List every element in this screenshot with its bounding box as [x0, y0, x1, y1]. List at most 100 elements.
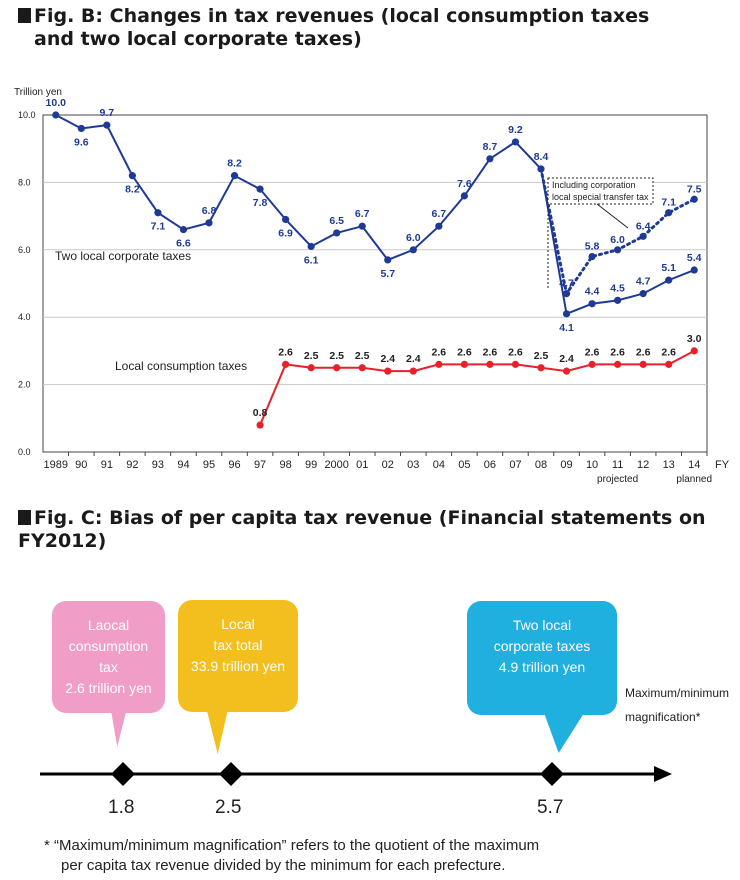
- x-note-label: planned: [676, 474, 712, 485]
- diamond-marker-icon: [111, 762, 135, 786]
- data-label: 2.5: [534, 350, 549, 362]
- data-point: [639, 232, 647, 240]
- bubble-text: Laocal: [87, 617, 130, 633]
- data-label: 0.8: [253, 407, 268, 419]
- x-tick-label: 05: [458, 459, 470, 471]
- x-tick-label: 93: [152, 459, 164, 471]
- consumption-tax-bubble: Laocal consumption tax 2.6 trillion yen: [52, 601, 165, 747]
- data-label: 5.7: [380, 268, 395, 280]
- bubble-text: Local: [221, 616, 255, 632]
- diamond-marker-icon: [540, 762, 564, 786]
- data-label: 2.6: [585, 346, 600, 358]
- figure-b-title-line2: and two local corporate taxes): [34, 28, 362, 50]
- title-square-icon: [18, 8, 31, 23]
- data-label: 2.6: [278, 346, 293, 358]
- data-label: 8.7: [483, 141, 498, 153]
- data-point: [511, 360, 520, 368]
- data-point: [460, 360, 468, 368]
- magnification-number-line: [40, 762, 672, 786]
- magnification-value: 5.7: [537, 797, 564, 818]
- x-note-label: projected: [597, 474, 638, 485]
- title-square-icon: [18, 510, 31, 525]
- y-tick-label: 4.0: [18, 312, 31, 322]
- data-label: 2.4: [406, 353, 421, 365]
- data-label: 2.6: [610, 346, 625, 358]
- x-tick-label: 94: [177, 459, 189, 471]
- y-tick-label: 0.0: [18, 447, 31, 457]
- series-line: [54, 114, 696, 316]
- data-point: [588, 360, 596, 368]
- data-label: 6.4: [636, 220, 651, 232]
- data-label: 7.1: [151, 221, 166, 233]
- data-point: [282, 215, 290, 224]
- data-label: 6.7: [432, 208, 447, 220]
- data-label: 2.6: [636, 346, 651, 358]
- x-tick-label: 01: [356, 459, 368, 471]
- data-point: [639, 290, 647, 298]
- data-label: 5.1: [661, 262, 676, 274]
- data-label: 2.6: [508, 346, 523, 358]
- data-point: [230, 172, 239, 180]
- y-axis-label: Trillion yen: [14, 87, 62, 98]
- data-point: [435, 360, 443, 368]
- data-label: 7.5: [687, 183, 702, 195]
- y-tick-label: 6.0: [18, 245, 31, 255]
- data-point: [154, 209, 162, 217]
- x-tick-label: 97: [254, 459, 266, 471]
- data-label: 5.4: [687, 252, 702, 264]
- transfer-tax-label: Including corporation: [552, 180, 636, 190]
- x-tick-label: 91: [101, 459, 113, 471]
- data-label: 7.8: [253, 197, 268, 209]
- data-point: [409, 246, 417, 254]
- diamond-marker-icon: [219, 762, 243, 786]
- data-point: [639, 360, 647, 368]
- figure-b-title-line1: Fig. B: Changes in tax revenues (local c…: [34, 5, 650, 27]
- data-point: [435, 222, 443, 230]
- x-tick-label: 07: [509, 459, 521, 471]
- data-point: [460, 192, 468, 200]
- x-tick-label: 92: [126, 459, 138, 471]
- data-point: [614, 246, 622, 254]
- data-label: 6.6: [176, 238, 191, 250]
- data-point: [690, 347, 698, 355]
- data-point: [690, 266, 698, 274]
- magnification-value: 2.5: [215, 797, 242, 818]
- data-label: 4.1: [559, 322, 574, 334]
- data-point: [256, 421, 264, 429]
- data-point: [384, 256, 392, 264]
- data-point: [665, 276, 673, 284]
- data-label: 4.7: [559, 278, 574, 290]
- data-point: [358, 364, 366, 372]
- consumption-series-label: Local consumption taxes: [115, 359, 247, 373]
- bubble-text: tax total: [213, 637, 263, 653]
- data-point: [588, 252, 596, 261]
- figure-c-title: Fig. C: Bias of per capita tax revenue (…: [18, 507, 740, 553]
- data-label: 2.5: [355, 350, 370, 362]
- data-point: [614, 296, 622, 304]
- data-label: 9.2: [508, 124, 523, 136]
- x-tick-label: 98: [279, 459, 291, 471]
- data-label: 9.6: [74, 136, 89, 148]
- corporate-taxes-bubble: Two local corporate taxes 4.9 trillion y…: [467, 601, 617, 753]
- magnification-axis-label: Maximum/minimum magnification*: [625, 681, 729, 729]
- data-label: 6.7: [355, 208, 370, 220]
- data-point: [282, 360, 290, 368]
- x-tick-label: 1989: [44, 459, 68, 471]
- data-label: 2.6: [661, 346, 676, 358]
- x-tick-label: 04: [433, 459, 445, 471]
- bubble-amount: 4.9 trillion yen: [498, 659, 586, 675]
- data-label: 2.6: [432, 346, 447, 358]
- data-point: [256, 185, 264, 193]
- x-tick-label: 11: [612, 459, 623, 471]
- bubble-text: consumption: [68, 638, 149, 654]
- series-line: [259, 349, 696, 427]
- x-unit-label: FY: [715, 459, 730, 471]
- arrow-head-icon: [654, 766, 672, 782]
- figure-b-title: Fig. B: Changes in tax revenues (local c…: [18, 5, 718, 51]
- data-point: [103, 121, 111, 129]
- data-point: [307, 242, 315, 251]
- data-point: [77, 124, 85, 133]
- x-tick-label: 14: [688, 459, 700, 471]
- data-point: [486, 155, 494, 163]
